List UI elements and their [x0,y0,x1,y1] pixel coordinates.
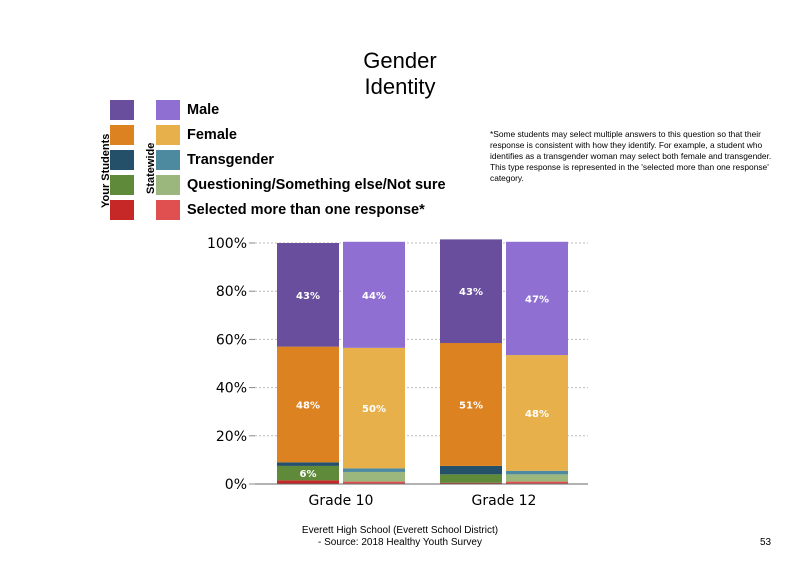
data-label: 43% [459,287,483,298]
bar-segment [440,465,502,475]
bar-segment [506,474,568,482]
legend-label-female: Female [187,127,237,143]
bar-segment [277,465,339,481]
bar-segment [343,241,405,348]
legend-swatch-questioning-your [110,175,134,195]
bar-segment [440,482,502,484]
legend-label-questioning: Questioning/Something else/Not sure [187,177,446,193]
data-label: 50% [362,404,386,415]
legend-swatch-transgender-state [156,150,180,170]
footer: Everett High School (Everett School Dist… [270,525,530,549]
bar-segment [440,343,502,466]
legend-swatch-questioning-state [156,175,180,195]
footnote: *Some students may select multiple answe… [490,129,772,183]
y-tick-label: 40% [216,381,247,397]
page-number: 53 [760,537,772,548]
legend-swatch-multiple-your [110,200,134,220]
bar-segment [277,462,339,466]
data-label: 6% [300,469,317,480]
bar-segment [277,480,339,484]
legend-swatch-male-state [156,100,180,120]
chart-title-line-1: Gender [363,48,437,73]
data-label: 43% [296,291,320,302]
chart-title: Gender Identity [330,48,470,100]
x-tick-label: Grade 12 [472,493,537,509]
data-label: 48% [296,400,320,411]
bar-segment [343,481,405,484]
bar-segment [343,468,405,472]
bar-segment [277,346,339,463]
legend-swatch-female-state [156,125,180,145]
data-label: 47% [525,294,549,305]
data-label: 48% [525,409,549,420]
bar-segment [277,243,339,347]
bar-segment [506,355,568,471]
y-tick-label: 100% [207,236,247,252]
x-axis: Grade 10 Grade 12 [255,483,588,509]
y-tick-label: 60% [216,332,247,348]
footer-school: Everett High School (Everett School Dist… [301,525,499,536]
bars: 6% 48% 43% 50% 44% 51% 43% 48% 47% [277,239,568,484]
data-label: 51% [459,400,483,411]
bar-segment [506,241,568,356]
y-tick-label: 0% [225,477,247,493]
legend-label-male: Male [187,102,220,118]
legend-swatch-transgender-your [110,150,134,170]
y-tick-label: 80% [216,284,247,300]
legend-label-multiple: Selected more than one response* [187,202,425,218]
y-axis: 0% 20% 40% 60% 80% 100% [207,236,255,493]
bar-segment [343,471,405,482]
chart-title-line-2: Identity [364,74,436,99]
bar-segment [440,474,502,483]
legend-swatch-female-your [110,125,134,145]
x-tick-label: Grade 10 [309,493,374,509]
bar-segment [440,239,502,344]
footer-source: - Source: 2018 Healthy Youth Survey [318,537,482,548]
bar-segment [506,470,568,475]
data-label: 44% [362,291,386,302]
legend-swatch-multiple-state [156,200,180,220]
y-tick-label: 20% [216,429,247,445]
bar-segment [506,481,568,484]
legend-label-transgender: Transgender [187,152,275,168]
legend-swatch-male-your [110,100,134,120]
bar-segment [343,347,405,469]
